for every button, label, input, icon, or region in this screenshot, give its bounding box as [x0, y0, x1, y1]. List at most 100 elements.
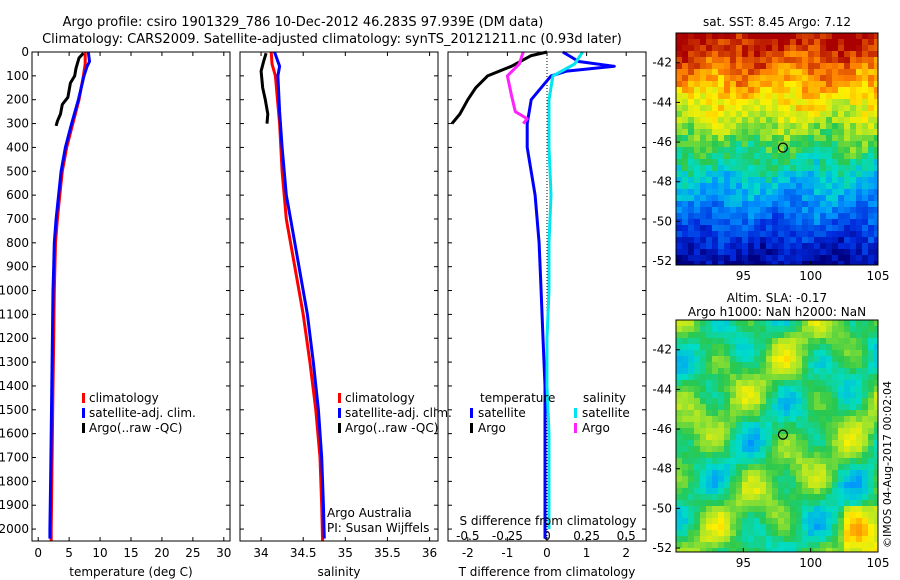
map-cell: [760, 356, 767, 363]
map-cell: [844, 189, 851, 196]
sla-map-subtitle: Argo h1000: NaN h2000: NaN: [688, 305, 866, 319]
map-cell: [778, 183, 785, 190]
map-cell: [826, 518, 833, 525]
map-cell: [850, 530, 857, 537]
map-cell: [862, 177, 869, 184]
map-cell: [832, 332, 839, 339]
map-cell: [790, 255, 797, 262]
legend-label: satellite-adj. clim.: [89, 406, 196, 420]
map-cell: [796, 213, 803, 220]
map-cell: [712, 500, 719, 507]
map-cell: [700, 39, 707, 46]
map-cell: [706, 153, 713, 160]
map-cell: [682, 81, 689, 88]
map-cell: [700, 141, 707, 148]
map-cell: [730, 69, 737, 76]
map-cell: [814, 195, 821, 202]
map-cell: [844, 344, 851, 351]
sst-map-frame: [675, 32, 879, 266]
map-cell: [772, 500, 779, 507]
map-cell: [682, 255, 689, 262]
map-cell: [856, 494, 863, 501]
argo-location-marker: [777, 142, 789, 153]
map-cell: [796, 243, 803, 250]
map-cell: [784, 213, 791, 220]
map-cell: [676, 500, 683, 507]
map-cell: [766, 494, 773, 501]
map-cell: [808, 458, 815, 465]
map-cell: [772, 422, 779, 429]
map-cell: [694, 464, 701, 471]
map-cell: [682, 207, 689, 214]
y-tick-label: 300: [6, 117, 29, 131]
map-cell: [724, 147, 731, 154]
map-cell: [712, 177, 719, 184]
map-cell: [676, 506, 683, 513]
map-cell: [736, 404, 743, 411]
map-cell: [784, 189, 791, 196]
map-cell: [850, 135, 857, 142]
map-cell: [808, 368, 815, 375]
map-cell: [820, 225, 827, 232]
legend-title: temperature: [480, 391, 555, 405]
map-cell: [730, 87, 737, 94]
map-cell: [850, 141, 857, 148]
map-cell: [676, 452, 683, 459]
map-cell: [814, 476, 821, 483]
map-cell: [796, 51, 803, 58]
map-cell: [772, 189, 779, 196]
map-cell: [814, 249, 821, 256]
map-cell: [778, 189, 785, 196]
map-cell: [766, 33, 773, 40]
map-cell: [760, 482, 767, 489]
map-cell: [838, 249, 845, 256]
map-cell: [868, 81, 875, 88]
map-cell: [832, 141, 839, 148]
map-cell: [784, 129, 791, 136]
map-cell: [856, 81, 863, 88]
map-cell: [826, 470, 833, 477]
map-cell: [790, 392, 797, 399]
map-cell: [838, 452, 845, 459]
legend-swatch: [470, 423, 473, 433]
map-cell: [730, 75, 737, 82]
map-x-tick-label: 100: [799, 556, 822, 570]
map-cell: [802, 404, 809, 411]
map-cell: [742, 548, 749, 552]
map-cell: [808, 452, 815, 459]
map-cell: [748, 332, 755, 339]
map-cell: [820, 362, 827, 369]
map-cell: [694, 416, 701, 423]
map-cell: [676, 81, 683, 88]
map-cell: [730, 362, 737, 369]
map-cell: [694, 422, 701, 429]
map-cell: [778, 111, 785, 118]
map-cell: [676, 171, 683, 178]
map-cell: [856, 39, 863, 46]
map-cell: [754, 75, 761, 82]
map-cell: [736, 225, 743, 232]
map-cell: [748, 500, 755, 507]
map-cell: [736, 171, 743, 178]
map-cell: [772, 440, 779, 447]
x-tick-label: 25: [185, 546, 200, 560]
map-cell: [850, 75, 857, 82]
map-cell: [730, 404, 737, 411]
map-cell: [730, 237, 737, 244]
map-cell: [868, 350, 875, 357]
map-cell: [700, 470, 707, 477]
map-cell: [682, 344, 689, 351]
map-cell: [742, 177, 749, 184]
map-cell: [724, 344, 731, 351]
map-cell: [802, 99, 809, 106]
map-cell: [706, 231, 713, 238]
x-tick-label: 1: [583, 546, 591, 560]
map-x-tick-label: 105: [867, 556, 890, 570]
map-cell: [820, 237, 827, 244]
map-cell: [784, 326, 791, 333]
map-cell: [802, 542, 809, 549]
map-cell: [688, 398, 695, 405]
map-cell: [814, 219, 821, 226]
map-cell: [778, 33, 785, 40]
map-cell: [730, 398, 737, 405]
